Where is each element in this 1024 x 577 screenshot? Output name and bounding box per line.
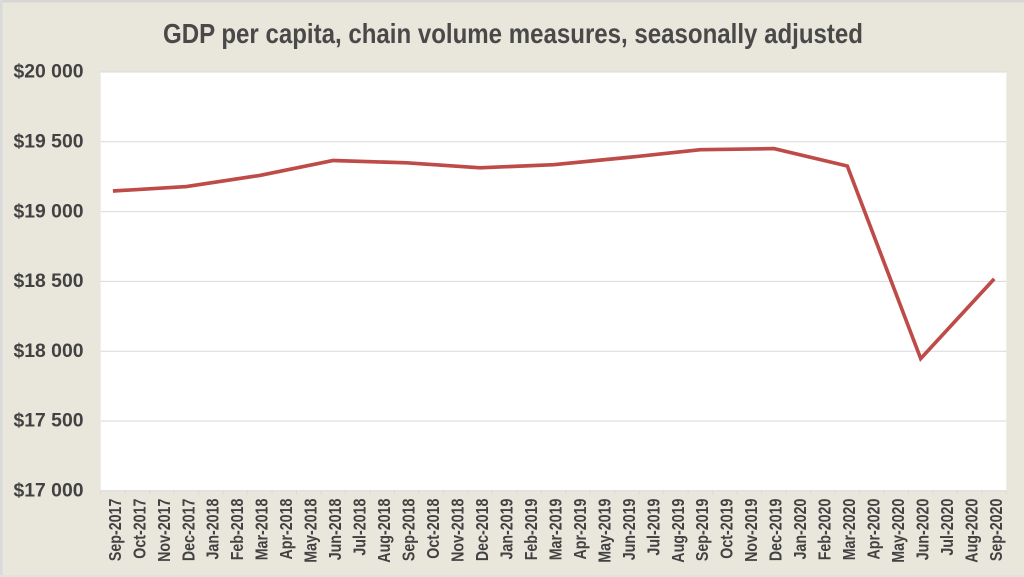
svg-text:Oct-2019: Oct-2019	[717, 499, 737, 559]
svg-text:Aug-2018: Aug-2018	[374, 499, 394, 563]
svg-text:Sep-2020: Sep-2020	[986, 499, 1006, 562]
svg-text:Dec-2017: Dec-2017	[178, 499, 198, 562]
svg-text:$20 000: $20 000	[14, 61, 84, 83]
svg-text:Feb-2020: Feb-2020	[815, 499, 835, 561]
svg-text:$18 000: $18 000	[14, 340, 84, 362]
svg-text:Oct-2018: Oct-2018	[423, 499, 443, 559]
svg-text:Mar-2019: Mar-2019	[545, 499, 565, 561]
svg-text:Nov-2017: Nov-2017	[154, 499, 174, 562]
svg-text:Mar-2020: Mar-2020	[839, 499, 859, 561]
svg-text:May-2019: May-2019	[594, 499, 614, 563]
svg-text:Apr-2020: Apr-2020	[864, 499, 884, 560]
svg-text:Oct-2017: Oct-2017	[129, 499, 149, 559]
svg-text:GDP per capita, chain volume m: GDP per capita, chain volume measures, s…	[163, 18, 863, 49]
svg-text:May-2020: May-2020	[888, 499, 908, 563]
svg-text:Nov-2019: Nov-2019	[741, 499, 761, 562]
svg-text:Jun-2019: Jun-2019	[619, 499, 639, 561]
svg-text:Feb-2019: Feb-2019	[521, 499, 541, 561]
svg-text:$18 500: $18 500	[14, 270, 84, 292]
svg-text:$19 500: $19 500	[14, 131, 84, 153]
svg-text:Jan-2018: Jan-2018	[203, 499, 223, 560]
svg-text:$17 500: $17 500	[14, 410, 84, 432]
svg-text:$19 000: $19 000	[14, 200, 84, 222]
svg-text:Sep-2017: Sep-2017	[105, 499, 125, 562]
svg-text:Apr-2019: Apr-2019	[570, 499, 590, 560]
svg-text:Jul-2018: Jul-2018	[350, 499, 370, 556]
svg-text:Jan-2019: Jan-2019	[496, 499, 516, 560]
svg-text:Apr-2018: Apr-2018	[276, 499, 296, 560]
svg-text:Jan-2020: Jan-2020	[790, 499, 810, 560]
svg-text:Feb-2018: Feb-2018	[227, 499, 247, 561]
svg-text:Nov-2018: Nov-2018	[448, 499, 468, 562]
svg-text:Aug-2019: Aug-2019	[668, 499, 688, 563]
svg-text:Jul-2019: Jul-2019	[643, 499, 663, 556]
svg-text:Jun-2018: Jun-2018	[325, 499, 345, 561]
svg-text:Aug-2020: Aug-2020	[961, 499, 981, 563]
svg-text:Mar-2018: Mar-2018	[252, 499, 272, 561]
svg-text:Jul-2020: Jul-2020	[937, 499, 957, 556]
svg-text:Dec-2018: Dec-2018	[472, 499, 492, 562]
svg-text:Sep-2019: Sep-2019	[692, 499, 712, 562]
svg-text:Sep-2018: Sep-2018	[399, 499, 419, 562]
svg-text:May-2018: May-2018	[301, 499, 321, 563]
svg-text:Jun-2020: Jun-2020	[913, 499, 933, 561]
svg-text:$17 000: $17 000	[14, 480, 84, 502]
svg-text:Dec-2019: Dec-2019	[766, 499, 786, 562]
